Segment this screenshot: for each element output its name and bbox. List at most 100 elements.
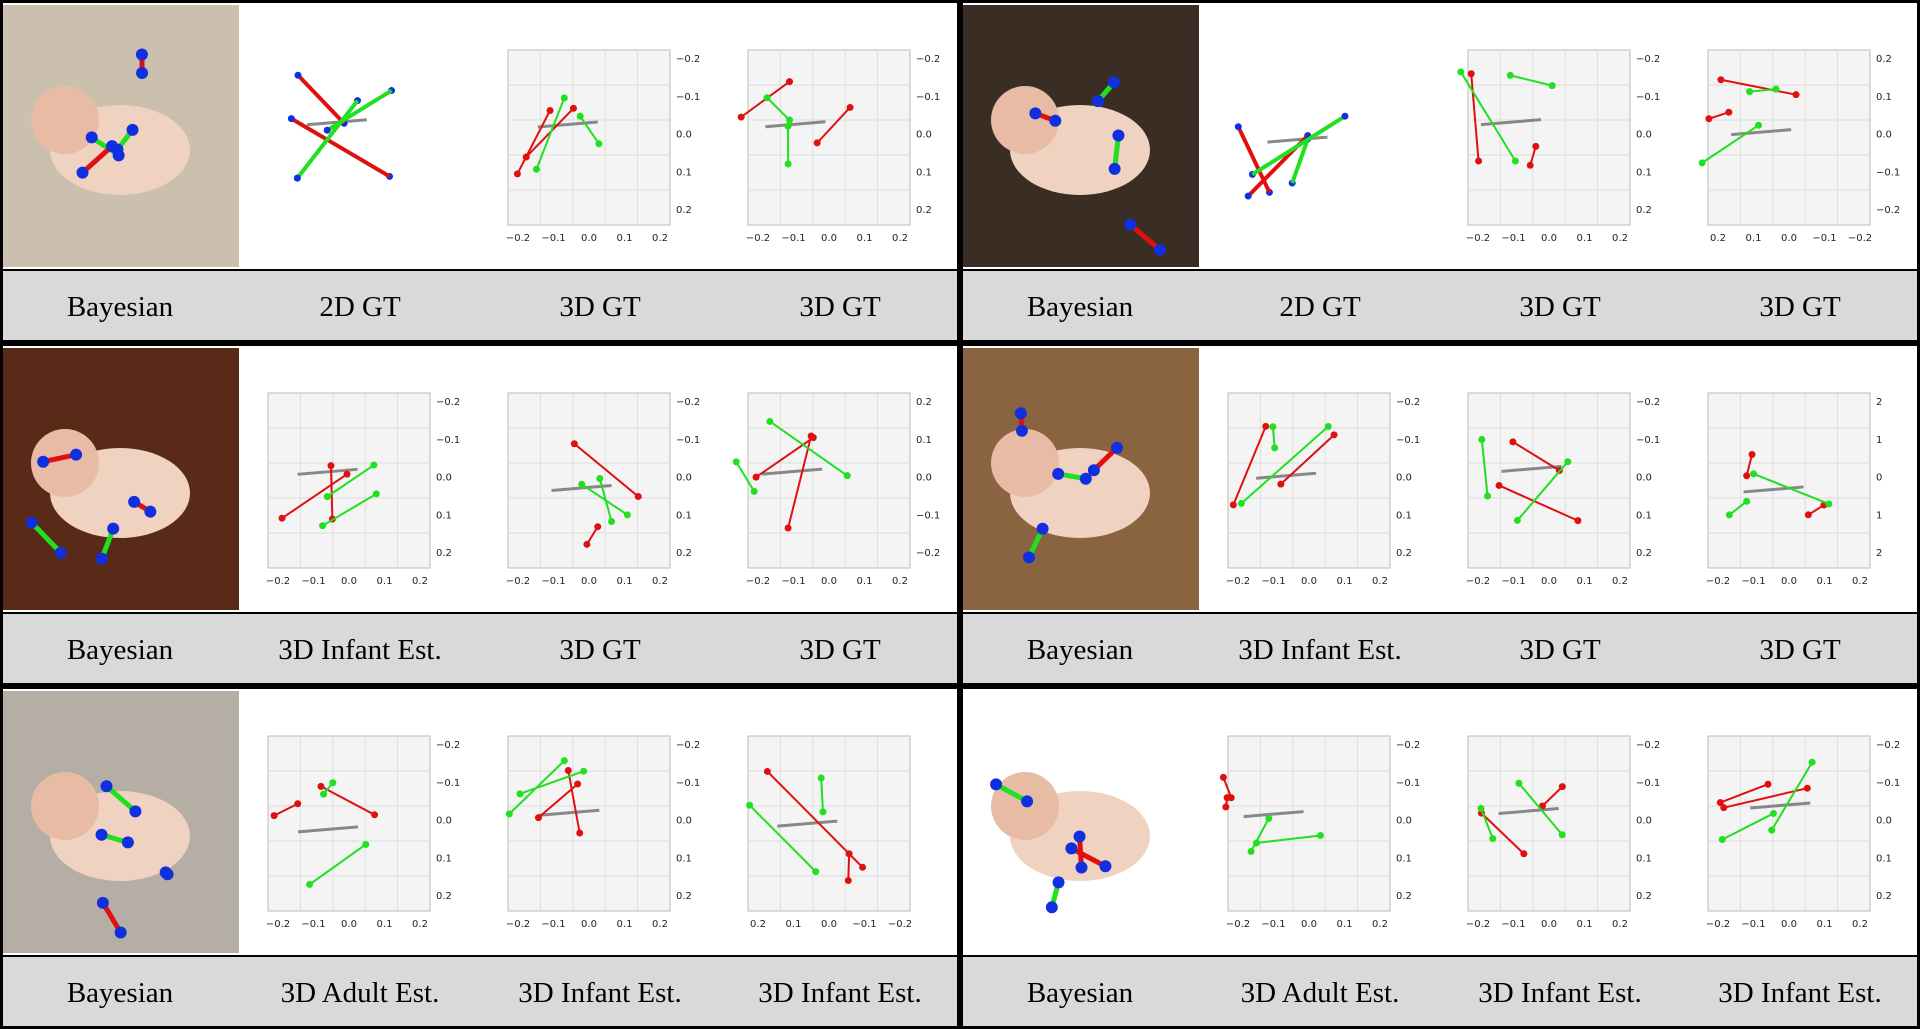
y-tick-label: 0.0 xyxy=(676,130,692,141)
skeleton-joint xyxy=(1244,192,1252,200)
panel: −0.2 −0.1 0.0 0.1 0.2 −0.2 −0.1 0.0 0.1 0.2 −0.2 −0… xyxy=(0,686,960,1029)
pose-joint xyxy=(37,455,50,468)
skeleton-limb xyxy=(1236,125,1272,194)
skeleton-limb xyxy=(519,770,585,795)
x-tick-label: 0.0 xyxy=(581,576,597,587)
skeleton-limb xyxy=(1251,114,1347,177)
skeleton-joint xyxy=(1341,112,1349,120)
caption-band xyxy=(1,956,959,1027)
skeleton-limb xyxy=(787,435,813,529)
skeleton-joint xyxy=(1467,70,1475,78)
skeleton-limb xyxy=(1541,785,1564,807)
x-tick-label: 0.0 xyxy=(341,919,357,930)
caption: 3D GT xyxy=(559,634,641,666)
y-tick-label: −0.2 xyxy=(676,397,700,408)
y-tick-label: −0.1 xyxy=(1876,167,1900,178)
skeleton-limb xyxy=(295,99,360,180)
caption: Bayesian xyxy=(1027,291,1134,323)
skeleton-joint xyxy=(323,126,331,134)
y-tick-label: −0.2 xyxy=(916,548,940,559)
skeleton-joint xyxy=(1720,804,1728,812)
caption: 3D Infant Est. xyxy=(1478,977,1642,1009)
x-tick-label: 0.0 xyxy=(581,919,597,930)
skeleton-limb xyxy=(1470,73,1480,162)
plot-pane xyxy=(1467,735,1631,912)
skeleton-limb xyxy=(329,465,334,520)
pose-joint xyxy=(144,505,157,518)
skeleton-joint xyxy=(1511,157,1519,165)
x-tick-label: 0.2 xyxy=(892,576,908,587)
pose-joint xyxy=(1154,243,1167,256)
skeleton-joint xyxy=(1477,804,1485,812)
skeleton-joint xyxy=(763,94,771,102)
skeleton-joint xyxy=(595,140,603,148)
caption: 3D Adult Est. xyxy=(281,977,440,1009)
y-tick-label: 0.2 xyxy=(676,891,692,902)
skeleton-joint xyxy=(1698,159,1706,167)
skeleton-limb xyxy=(1250,817,1270,852)
caption: 3D Infant Est. xyxy=(1238,634,1402,666)
pose-joint xyxy=(95,828,108,841)
x-tick-label: 0.2 xyxy=(1710,233,1726,244)
x-tick-label: 0.1 xyxy=(617,919,633,930)
caption: 3D GT xyxy=(559,291,641,323)
pose-joint xyxy=(85,131,98,144)
caption: 3D Adult Est. xyxy=(1241,977,1400,1009)
y-tick-label: 0.0 xyxy=(1876,816,1892,827)
x-tick-label: 0.0 xyxy=(1301,576,1317,587)
caption-band xyxy=(1,270,959,341)
skeleton-limb xyxy=(573,442,639,498)
x-tick-label: 0.1 xyxy=(1817,576,1833,587)
caption: 3D GT xyxy=(1759,291,1841,323)
y-tick-label: 0.0 xyxy=(916,130,932,141)
x-tick-label: −0.2 xyxy=(506,919,530,930)
pose-joint xyxy=(1108,76,1121,89)
caption: 3D Infant Est. xyxy=(278,634,442,666)
caption: 3D GT xyxy=(799,634,881,666)
skeleton-joint xyxy=(843,472,851,480)
skeleton-joint xyxy=(737,113,745,121)
skeleton-limb xyxy=(1749,88,1777,93)
y-tick-label: 0.2 xyxy=(916,205,932,216)
caption: 3D GT xyxy=(1759,634,1841,666)
x-tick-label: 0.2 xyxy=(652,919,668,930)
y-tick-label: 1 xyxy=(1876,435,1882,446)
skeleton-torso xyxy=(539,808,600,817)
pose-limb xyxy=(80,144,114,175)
x-tick-label: 0.1 xyxy=(1577,576,1593,587)
caption: Bayesian xyxy=(1027,634,1134,666)
skeleton-limb xyxy=(1721,812,1774,841)
plot-pane xyxy=(507,392,671,569)
skeleton-joint xyxy=(1324,422,1332,430)
pose-joint xyxy=(1112,129,1125,142)
skeleton-joint xyxy=(763,767,771,775)
x-tick-label: 0.1 xyxy=(377,919,393,930)
skeleton-joint xyxy=(560,94,568,102)
caption: 2D GT xyxy=(319,291,401,323)
y-tick-label: 0.2 xyxy=(1636,548,1652,559)
skeleton-joint xyxy=(1748,450,1756,458)
panel: −0.2 −0.1 0.0 0.1 0.2 −0.2 −0.1 0.0 0.1 0.2 0.2 0.1… xyxy=(960,0,1920,343)
caption: 2D GT xyxy=(1279,291,1361,323)
x-tick-label: 0.2 xyxy=(652,576,668,587)
skeleton-joint xyxy=(594,523,602,531)
caption-band xyxy=(961,270,1919,341)
pose-joint xyxy=(1052,876,1065,889)
skeleton-joint xyxy=(1234,123,1242,131)
pose-joint xyxy=(1111,441,1124,454)
pose-joint xyxy=(121,836,134,849)
y-tick-label: 0.1 xyxy=(916,167,932,178)
skeleton-limb xyxy=(1701,124,1760,164)
x-tick-label: 0.0 xyxy=(1541,919,1557,930)
skeleton-torso xyxy=(765,120,826,129)
pose-joint xyxy=(1049,114,1062,127)
x-tick-label: −0.2 xyxy=(888,919,912,930)
skeleton-limb xyxy=(296,73,346,125)
skeleton-limb xyxy=(1516,461,1569,522)
x-tick-label: −0.2 xyxy=(1466,233,1490,244)
x-tick-label: 0.0 xyxy=(341,576,357,587)
x-tick-label: −0.1 xyxy=(301,919,325,930)
skeleton-limb xyxy=(281,473,348,520)
pose-joint xyxy=(1021,795,1034,808)
y-tick-label: −0.2 xyxy=(1876,205,1900,216)
